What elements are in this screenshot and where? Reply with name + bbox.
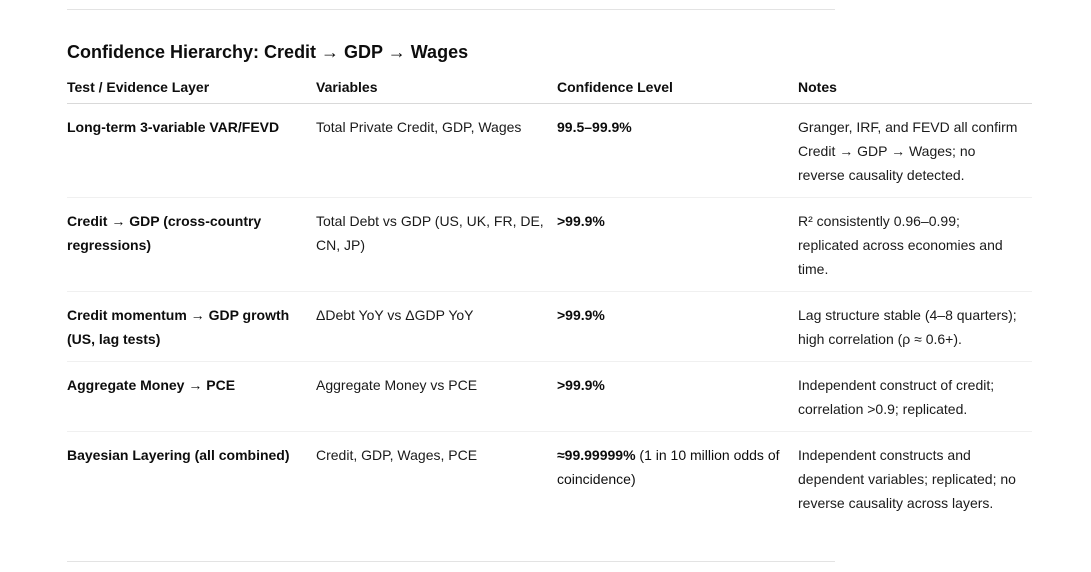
confidence-extra: (1 in 10 million odds of coincidence) [557,447,780,487]
cell-confidence: >99.9% [557,197,798,292]
cell-confidence: 99.5–99.9% [557,103,798,198]
confidence-value: >99.9% [557,213,605,229]
confidence-value: >99.9% [557,377,605,393]
cell-notes: Granger, IRF, and FEVD all confirm Credi… [798,103,1032,198]
cell-variables: Credit, GDP, Wages, PCE [316,447,478,463]
cell-notes: R² consistently 0.96–0.99; replicated ac… [798,197,1032,292]
confidence-table: Test / Evidence Layer Variables Confiden… [67,72,1032,525]
cell-test: Long-term 3-variable VAR/FEVD [67,103,316,198]
confidence-value: >99.9% [557,307,605,323]
cell-confidence: >99.9% [557,291,798,362]
cell-confidence: ≈99.99999% (1 in 10 million odds of coin… [557,432,798,526]
cell-variables: Total Debt vs GDP (US, UK, FR, DE, CN, J… [316,197,557,292]
table-row: Long-term 3-variable VAR/FEVD Total Priv… [67,103,1032,198]
cell-confidence: >99.9% [557,361,798,432]
cell-test: Aggregate Money → PCE [67,361,316,432]
cell-notes: Independent construct of credit; correla… [798,361,1032,432]
confidence-value: ≈99.99999% [557,447,636,463]
cell-notes: Independent constructs and dependent var… [798,447,1016,511]
cell-test: Bayesian Layering (all combined) [67,447,290,463]
cell-notes: Lag structure stable (4–8 quarters); hig… [798,291,1032,362]
table-header-row: Test / Evidence Layer Variables Confiden… [67,72,1032,104]
table-row: Credit → GDP (cross-country regressions)… [67,197,1032,292]
header-test: Test / Evidence Layer [67,72,316,104]
table-row: Bayesian Layering (all combined) Credit,… [67,432,1032,526]
confidence-value: 99.5–99.9% [557,119,632,135]
header-variables: Variables [316,72,557,104]
section-heading: Confidence Hierarchy: Credit → GDP → Wag… [67,42,469,62]
table-row: Credit momentum → GDP growth (US, lag te… [67,291,1032,362]
cell-variables: Total Private Credit, GDP, Wages [316,103,557,198]
table-row: Aggregate Money → PCE Aggregate Money vs… [67,361,1032,432]
top-divider [67,9,835,10]
cell-variables: ΔDebt YoY vs ΔGDP YoY [316,291,557,362]
bottom-divider [67,561,835,562]
cell-test: Credit momentum → GDP growth (US, lag te… [67,291,316,362]
header-notes: Notes [798,72,1032,104]
cell-variables: Aggregate Money vs PCE [316,361,557,432]
header-confidence: Confidence Level [557,72,798,104]
cell-test: Credit → GDP (cross-country regressions) [67,197,316,292]
